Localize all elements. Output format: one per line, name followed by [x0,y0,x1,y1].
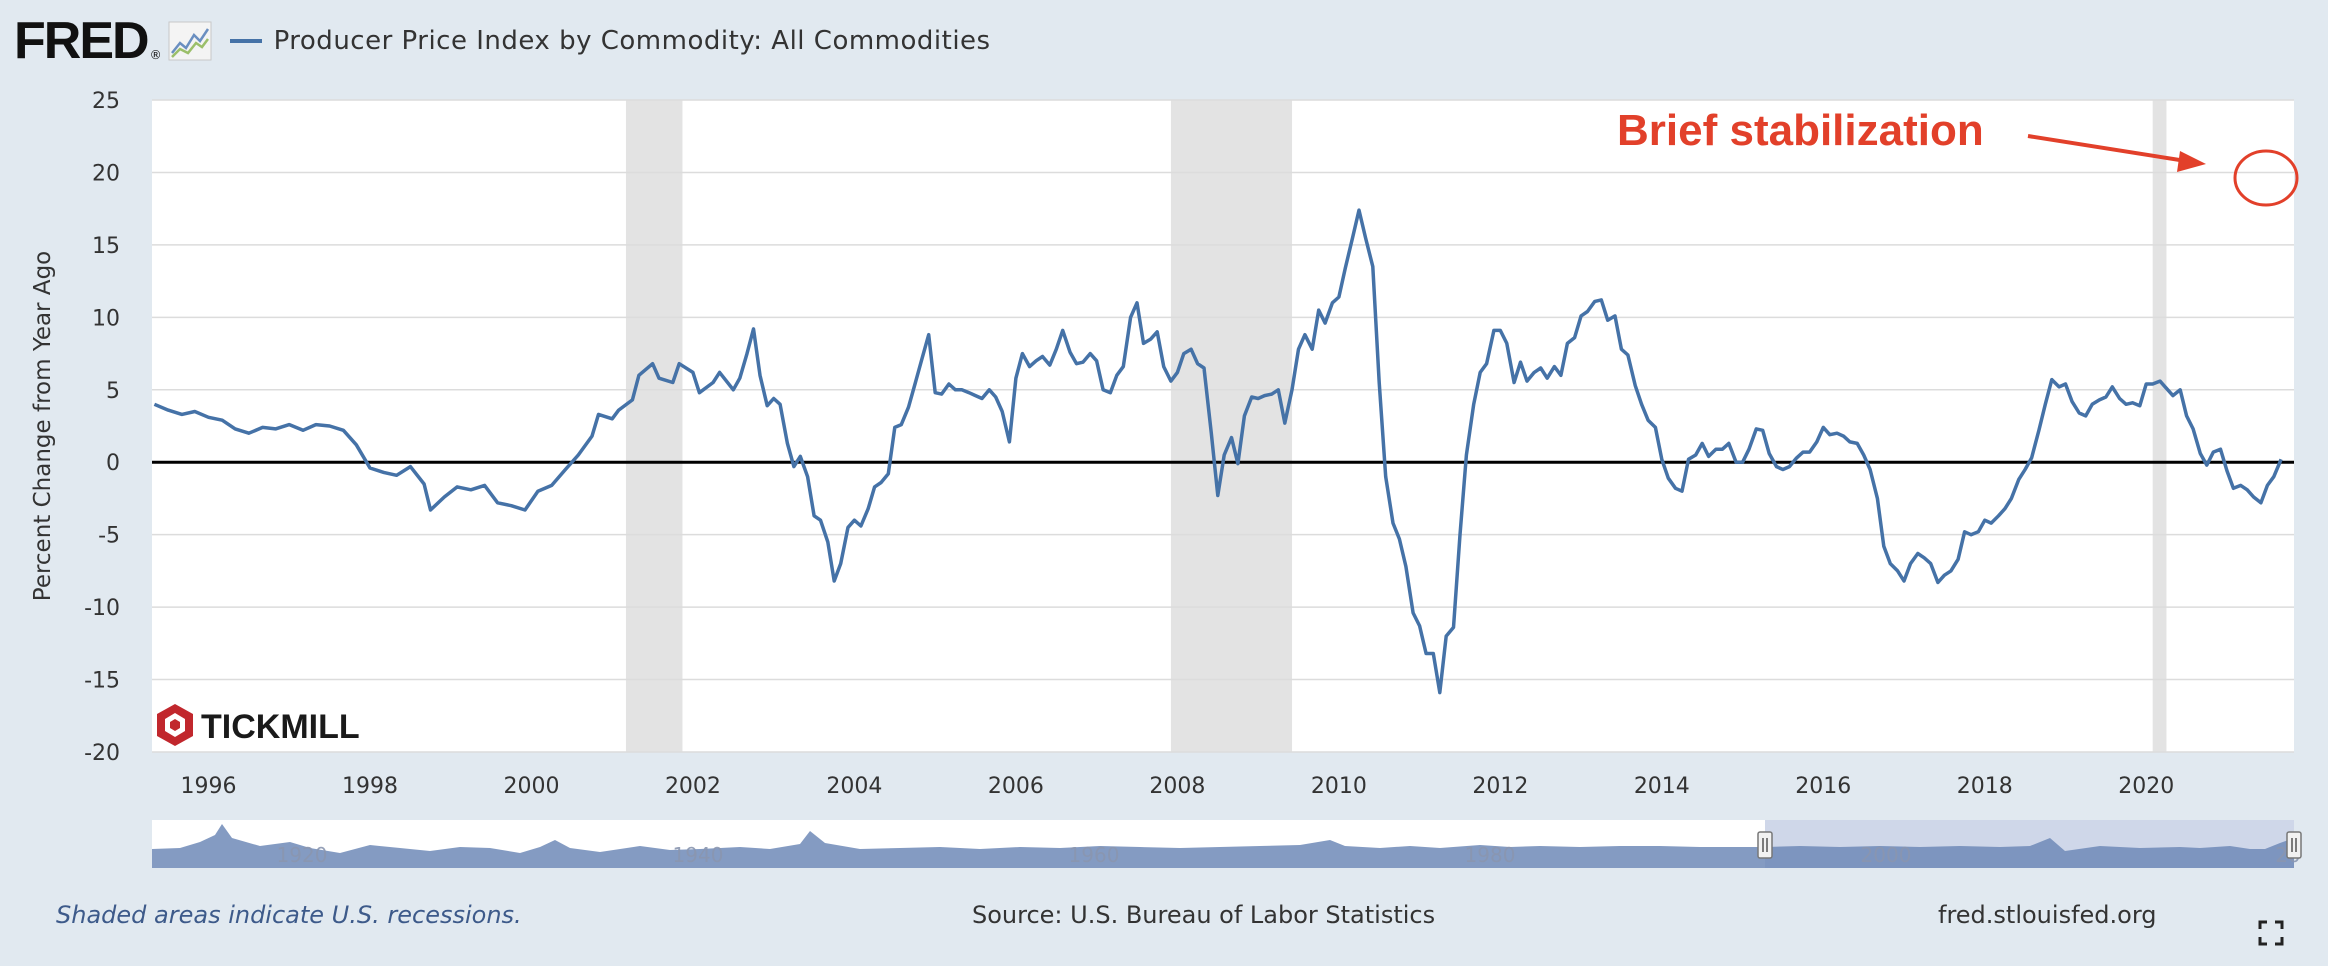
recession-band [1170,100,1293,752]
tickmill-logo-icon [157,704,193,746]
y-tick-label: 0 [106,451,120,476]
y-tick-label: 15 [92,234,120,259]
y-tick-label: -20 [84,741,120,766]
x-tick-label: 2018 [1957,774,2013,799]
x-tick-label: 2012 [1472,774,1528,799]
y-tick-label: 20 [92,161,120,186]
annotation-arrow [2027,134,2187,163]
navigator[interactable]: 1920194019601980200020 [152,820,2302,868]
graph-icon [168,21,212,61]
navigator-handle-right[interactable] [2286,831,2302,859]
y-tick-label: -15 [84,669,120,694]
tickmill-wordmark: TICKMILL [201,708,360,746]
x-tick-label: 2000 [503,774,559,799]
navigator-tick-label: 1960 [1069,843,1120,867]
y-tick-label: 25 [92,89,120,114]
navigator-tick-label: 1940 [673,843,724,867]
x-tick-labels: 1996 1998 2000 2002 2004 2006 2008 2010 2012 2014… [181,774,2175,799]
fullscreen-icon[interactable] [2258,920,2284,946]
x-tick-label: 2020 [2118,774,2174,799]
chart-svg: 25 20 15 10 5 0 -5 -10 -15 -20 1996 1998 2000 2002 20… [30,89,2302,868]
site-link[interactable]: fred.stlouisfed.org [1938,901,2157,929]
x-tick-label: 2016 [1795,774,1851,799]
recession-band [625,100,683,752]
y-tick-label: -5 [98,524,120,549]
x-tick-label: 2004 [826,774,882,799]
chart-header: FRED ® Producer Price Index by Commodity… [14,12,991,70]
recession-band [2152,100,2167,752]
navigator-handle-left[interactable] [1757,831,1773,859]
data-source[interactable]: Source: U.S. Bureau of Labor Statistics [972,901,1436,929]
tickmill-watermark: TICKMILL [157,704,360,746]
x-tick-label: 2008 [1149,774,1205,799]
y-tick-label: -10 [84,596,120,621]
recession-bands [625,100,2167,752]
y-axis-label: Percent Change from Year Ago [30,251,56,601]
fred-logo[interactable]: FRED [14,12,150,70]
fred-registered-mark: ® [149,48,162,62]
x-tick-label: 1998 [342,774,398,799]
x-tick-label: 2014 [1634,774,1690,799]
x-tick-label: 2002 [665,774,721,799]
series-line[interactable] [153,208,2283,695]
legend-label: Producer Price Index by Commodity: All C… [273,26,991,56]
x-tick-label: 2006 [988,774,1044,799]
y-tick-label: 5 [106,379,120,404]
recession-note: Shaded areas indicate U.S. recessions. [56,901,522,929]
x-tick-label: 1996 [181,774,237,799]
x-tick-label: 2010 [1311,774,1367,799]
annotation-text: Brief stabilization [1617,106,1984,155]
legend-swatch [229,39,262,43]
y-tick-label: 10 [92,306,120,331]
navigator-tick-label: 1920 [277,843,328,867]
navigator-tick-label: 2000 [1861,843,1912,867]
y-tick-labels: 25 20 15 10 5 0 -5 -10 -15 -20 [84,89,120,766]
annotation-arrowhead [2177,151,2206,172]
gridlines [152,99,2294,753]
annotation-circle [2233,149,2299,207]
legend-item: Producer Price Index by Commodity: All C… [229,26,991,56]
navigator-tick-label: 1980 [1465,843,1516,867]
annotation: Brief stabilization [1617,106,2299,207]
